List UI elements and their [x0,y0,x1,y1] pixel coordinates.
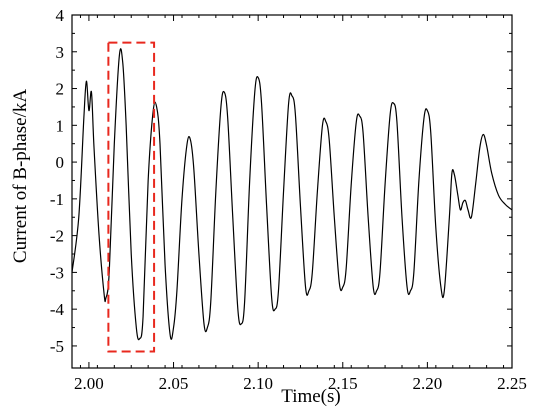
plot-frame [71,14,513,369]
x-tick-label: 2.25 [497,374,527,393]
y-axis: -5 -4 -3 -2 -1 0 1 2 3 4 [50,6,512,356]
annotation-layer [107,41,156,353]
x-tick-label: 2.05 [159,374,189,393]
plot-border [71,14,513,369]
y-tick-label: -5 [50,337,64,356]
series-line-0 [71,48,513,341]
x-tick-label: 2.15 [328,374,358,393]
y-tick-label: -4 [50,300,65,319]
y-tick-label: -2 [50,227,64,246]
x-tick-label: 2.20 [413,374,443,393]
highlight-box [107,41,156,353]
x-axis: 2.00 2.05 2.10 2.15 2.20 2.25 [74,15,527,393]
y-tick-label: 0 [56,153,65,172]
x-axis-title: Time(s) [281,386,340,407]
x-tick-label: 2.10 [243,374,273,393]
y-tick-label: -1 [50,190,64,209]
y-tick-label: -3 [50,263,64,282]
y-axis-title: Current of B-phase/kA [10,89,31,263]
y-tick-label: 4 [56,6,65,25]
y-tick-label: 1 [56,116,65,135]
series-layer [71,48,513,341]
y-tick-label: 3 [56,43,65,62]
y-tick-label: 2 [56,80,65,99]
x-tick-label: 2.00 [74,374,104,393]
